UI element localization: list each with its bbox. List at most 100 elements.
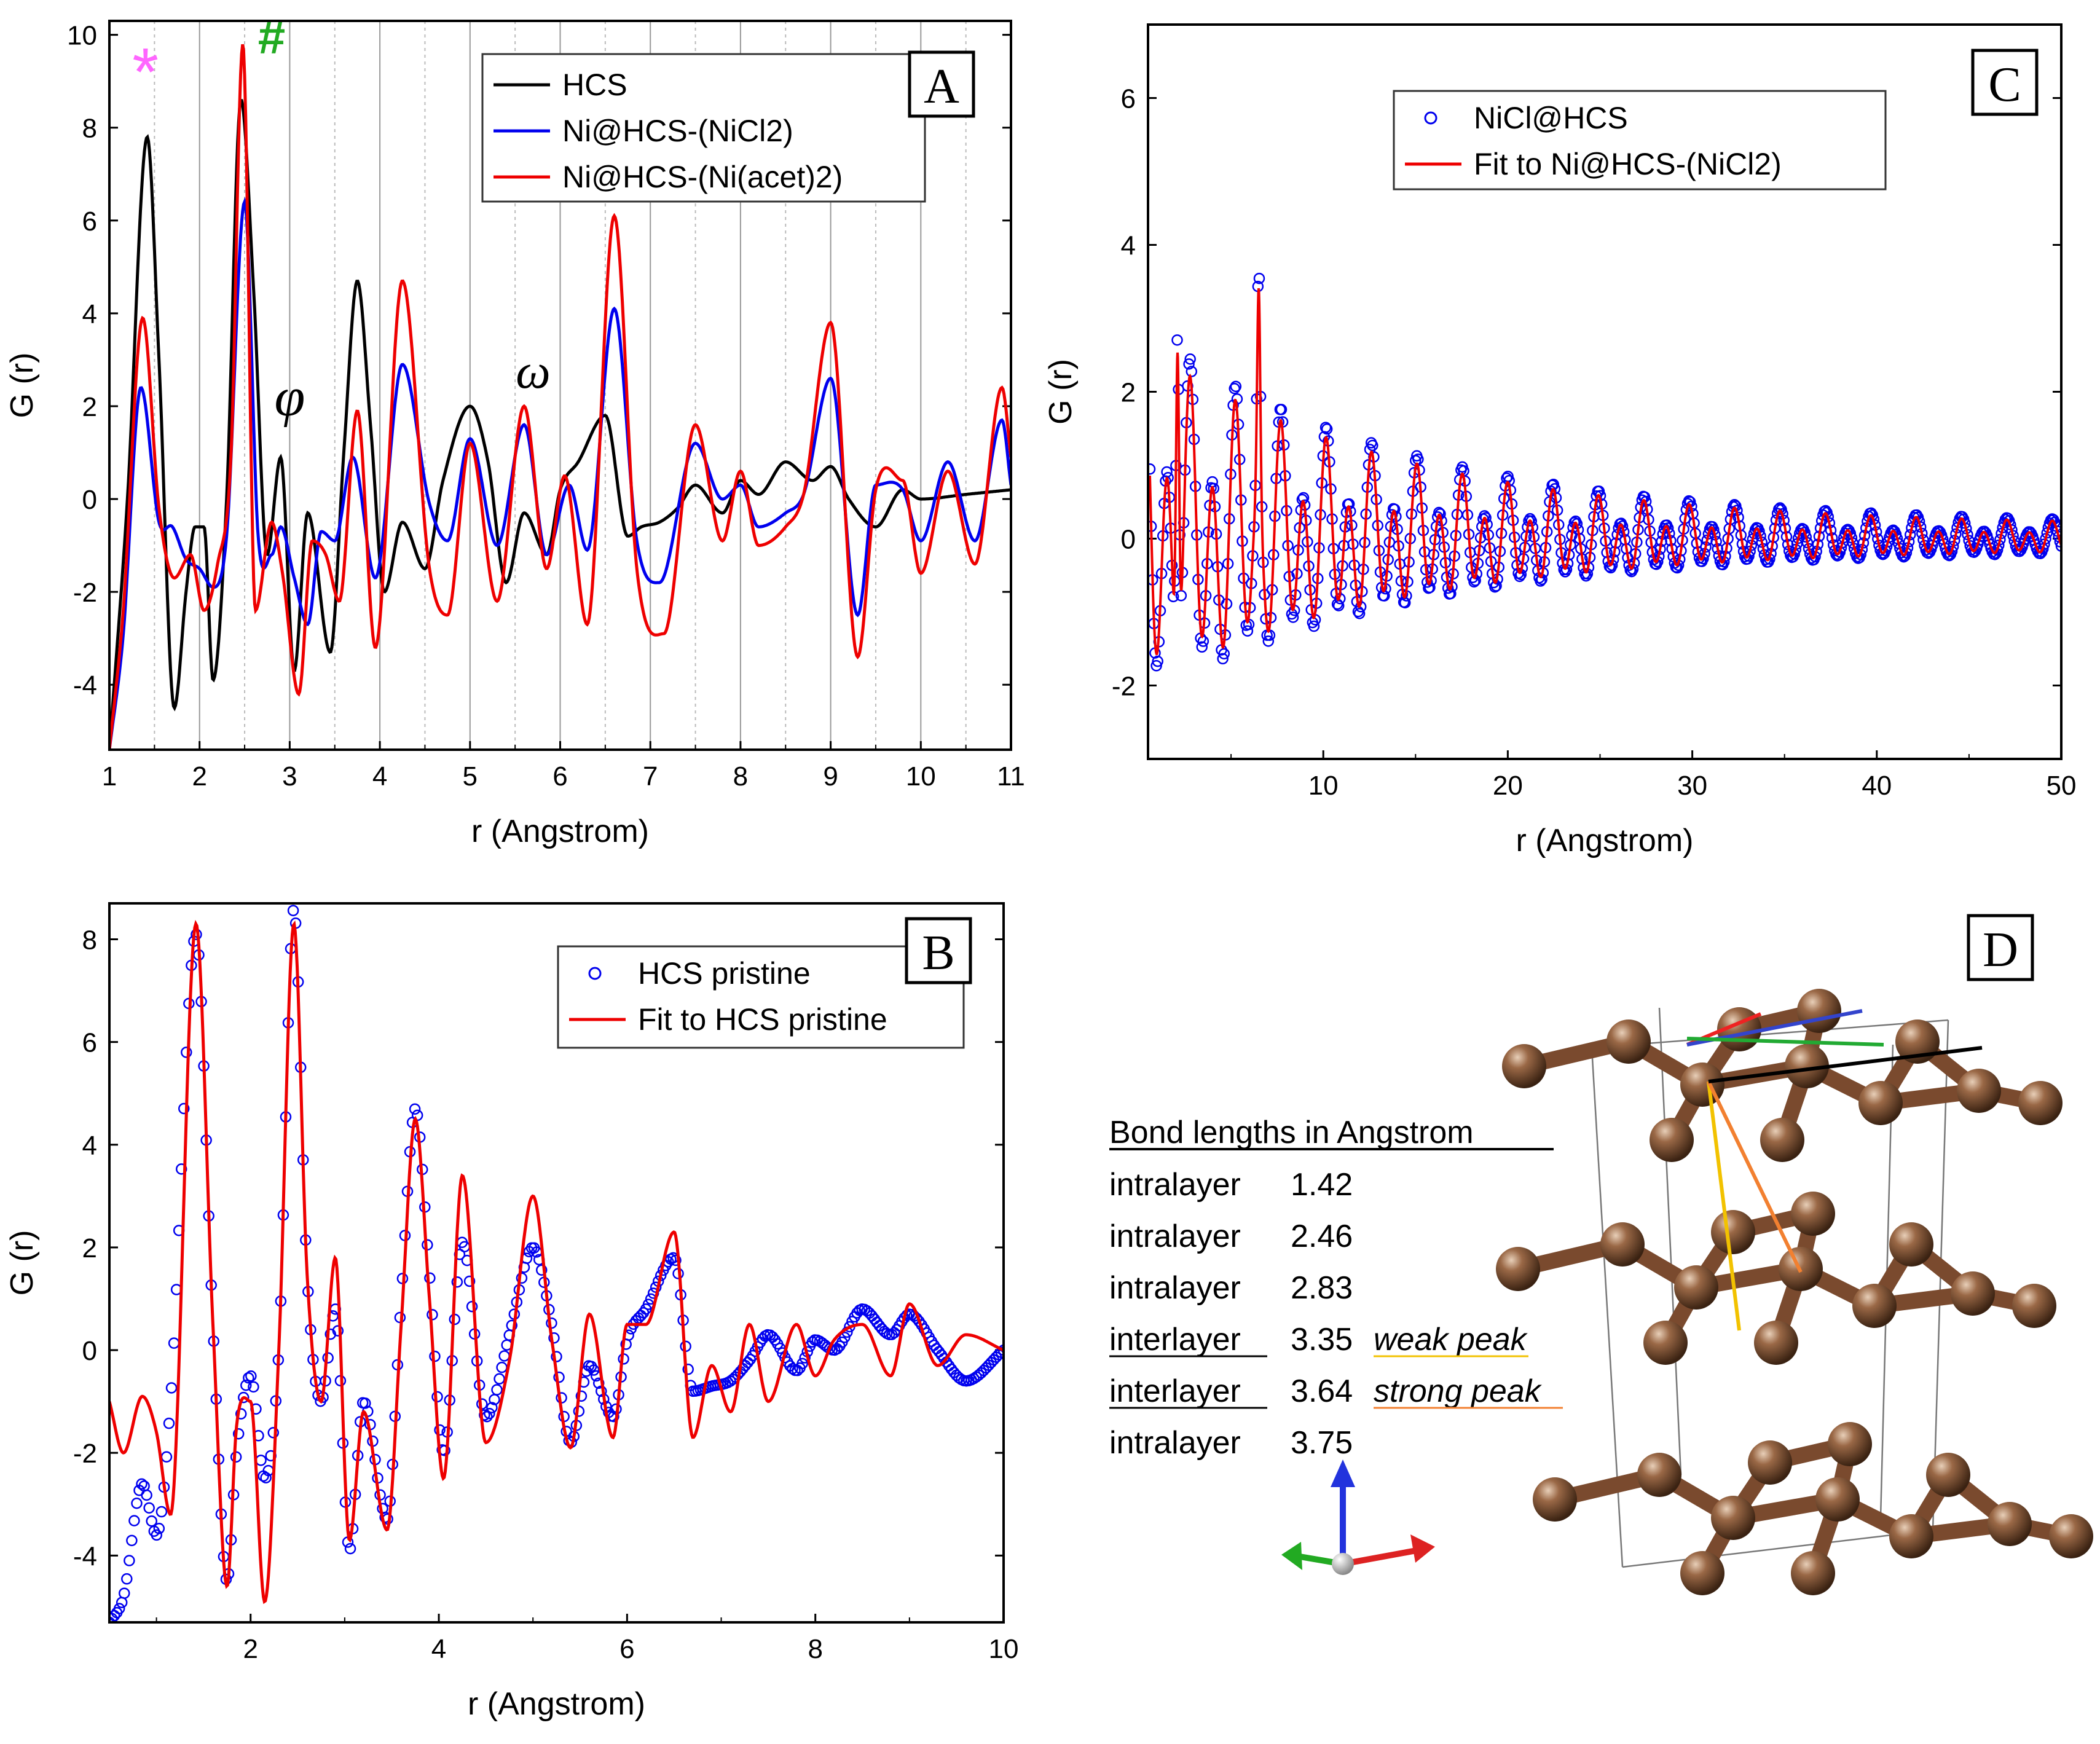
data-point-hcs-pristine (409, 1103, 421, 1115)
x-axis-label: r (Angstrom) (1516, 823, 1694, 858)
data-point-hcs-pristine (548, 1332, 560, 1344)
y-tick-label: 0 (82, 485, 97, 515)
y-tick-label: 8 (82, 114, 97, 144)
series-line-ni-hcs-ni-acet-2- (109, 44, 1011, 750)
x-tick-label: 6 (553, 761, 567, 791)
star-annotation: * (132, 34, 159, 110)
unit-cell-edge (1591, 1019, 1949, 1049)
data-point-hcs-pristine (163, 1417, 175, 1429)
legend-label: Fit to Ni@HCS-(NiCl2) (1474, 147, 1782, 181)
data-point-nicl-hcs (1820, 505, 1831, 517)
legend-label: NiCl@HCS (1474, 101, 1628, 135)
data-point-nicl-hcs (1321, 423, 1333, 435)
data-point-nicl-hcs (1148, 463, 1156, 475)
data-point-hcs-pristine (119, 1587, 130, 1599)
data-point-hcs-pristine (466, 1300, 478, 1313)
data-point-nicl-hcs (1865, 507, 1877, 519)
legend-marker (1424, 111, 1437, 125)
z-axis-arrowhead (1281, 1542, 1302, 1570)
plot-area (1148, 272, 2061, 672)
data-point-hcs-pristine (997, 1344, 1004, 1356)
data-point-hcs-pristine (463, 1275, 476, 1287)
plot-frame (108, 902, 1005, 1624)
carbon-atom-bottom (1988, 1502, 2032, 1546)
data-point-hcs-pristine (109, 1609, 120, 1622)
y-axis-label: G (r) (4, 353, 40, 418)
data-point-hcs-pristine (506, 1319, 517, 1332)
data-point-hcs-pristine (178, 1102, 190, 1115)
data-point-hcs-pristine (682, 1364, 694, 1375)
data-point-hcs-pristine (255, 1455, 267, 1466)
carbon-atom-middle (1852, 1284, 1897, 1328)
y-tick-label: -2 (1112, 672, 1136, 702)
plot-area (109, 905, 1004, 1622)
bond-row-type: interlayer (1109, 1373, 1241, 1409)
data-point-hcs-pristine (516, 1272, 528, 1284)
carbon-atom-middle (2012, 1284, 2056, 1328)
data-point-hcs-pristine (143, 1502, 155, 1514)
x-tick-label: 8 (733, 761, 748, 791)
data-point-hcs-pristine (128, 1515, 140, 1526)
data-point-nicl-hcs (1262, 635, 1275, 647)
data-point-nicl-hcs (1197, 635, 1209, 647)
y-tick-label: 6 (1121, 84, 1136, 114)
data-point-hcs-pristine (165, 1382, 178, 1394)
bond-line-3-75 (1708, 1046, 1983, 1083)
y-tick-label: -4 (73, 670, 97, 701)
data-point-nicl-hcs (1774, 502, 1786, 514)
data-point-hcs-pristine (670, 1254, 682, 1267)
panel-label-box (1971, 49, 2039, 116)
y-tick-label: -4 (73, 1541, 97, 1571)
data-point-hcs-pristine (486, 1402, 498, 1413)
data-point-hcs-pristine (491, 1384, 503, 1396)
data-point-hcs-pristine (933, 1346, 945, 1357)
y-tick-label: 0 (1121, 525, 1136, 555)
carbon-atom-bottom (1815, 1477, 1860, 1522)
panel-label-box (905, 917, 972, 984)
data-point-hcs-pristine (551, 1351, 562, 1362)
legend-label: Fit to HCS pristine (638, 1002, 887, 1037)
data-point-nicl-hcs (1241, 625, 1254, 637)
data-point-hcs-pristine (588, 1364, 600, 1376)
x-tick-label: 9 (823, 761, 838, 791)
y-axis-arrowhead (1331, 1459, 1355, 1487)
carbon-atom-top (1858, 1081, 1903, 1125)
data-point-hcs-pristine (608, 1410, 619, 1423)
bond-line-3-35 (1707, 1081, 1741, 1331)
y-axis-label: G (r) (4, 1230, 40, 1296)
data-point-hcs-pristine (787, 1362, 798, 1375)
data-point-hcs-pristine (360, 1397, 371, 1409)
data-point-nicl-hcs (1152, 655, 1163, 667)
data-point-hcs-pristine (141, 1489, 152, 1501)
carbon-atom-middle (1643, 1321, 1688, 1365)
panel-label: B (922, 926, 954, 980)
bond-row-type: intralayer (1109, 1167, 1241, 1203)
bond-row-value: 3.35 (1291, 1322, 1353, 1357)
data-point-nicl-hcs (2054, 536, 2061, 548)
bond-table-title: Bond lengths in Angstrom (1109, 1115, 1474, 1150)
x-tick-label: 50 (2047, 771, 2077, 801)
data-point-nicl-hcs (1171, 334, 1183, 346)
carbon-atom-bottom (1533, 1477, 1577, 1522)
y-tick-label: 0 (82, 1336, 97, 1366)
carbon-atom-top (2018, 1081, 2063, 1125)
carbon-atom-bottom (1711, 1496, 1755, 1540)
data-point-hcs-pristine (126, 1534, 138, 1547)
data-point-hcs-pristine (146, 1515, 157, 1527)
legend-marker (588, 967, 602, 980)
legend-label: HCS (562, 68, 627, 102)
carbon-atom-bottom (1748, 1440, 1792, 1485)
bond-line-2-83 (1686, 1037, 1884, 1047)
bond-row-note: weak peak (1374, 1322, 1528, 1357)
y-tick-label: 4 (82, 299, 97, 329)
data-point-nicl-hcs (1253, 272, 1265, 285)
y-tick-label: 2 (82, 392, 97, 422)
carbon-atom-bottom (1637, 1453, 1681, 1497)
unit-cell-edge (1622, 1529, 1933, 1568)
data-point-hcs-pristine (496, 1361, 508, 1373)
data-point-hcs-pristine (151, 1529, 163, 1541)
legend-box (557, 945, 965, 1049)
data-point-nicl-hcs (1184, 353, 1196, 365)
carbon-atom-top (1785, 1044, 1829, 1088)
